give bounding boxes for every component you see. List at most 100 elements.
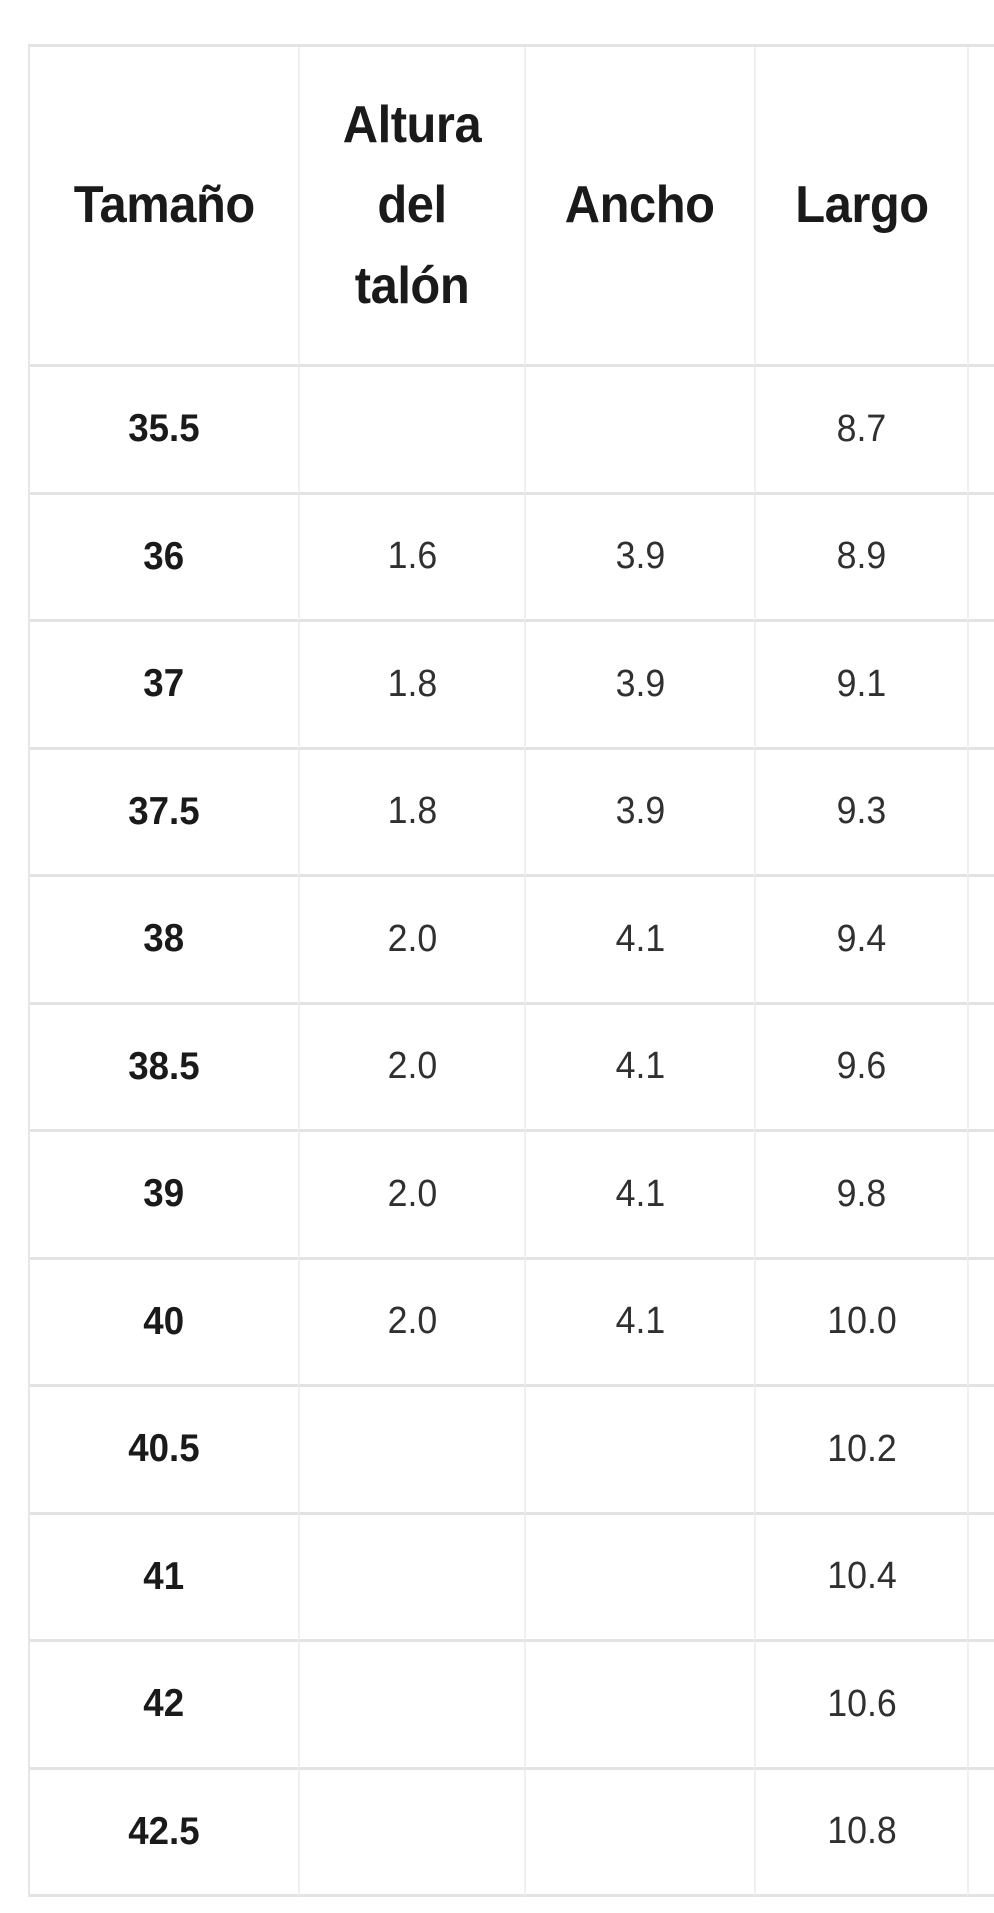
cell-overflow (967, 1514, 994, 1642)
cell-length: 8.9 (754, 494, 967, 622)
cell-length: 8.7 (754, 367, 967, 495)
cell-value: 39 (143, 1172, 185, 1216)
table-row: 38.5 2.0 4.1 9.6 (30, 1004, 994, 1132)
cell-heel-height (298, 1769, 524, 1897)
cell-length: 9.3 (754, 749, 967, 877)
cell-heel-height: 1.6 (298, 494, 524, 622)
cell-heel-height: 2.0 (298, 877, 524, 1005)
cell-width: 3.9 (524, 749, 754, 877)
cell-value: 9.3 (836, 790, 887, 833)
size-chart-table: Tamaño Altura del talón Ancho Largo 35.5 8.7… (28, 44, 994, 1897)
cell-size: 36 (30, 494, 298, 622)
cell-heel-height (298, 1387, 524, 1515)
cell-width (524, 1387, 754, 1515)
cell-value: 9.4 (836, 917, 887, 960)
cell-length: 9.1 (754, 622, 967, 750)
table-row: 37 1.8 3.9 9.1 (30, 622, 994, 750)
header-cell-heel-height: Altura del talón (298, 47, 524, 367)
cell-width (524, 1514, 754, 1642)
table-row: 37.5 1.8 3.9 9.3 (30, 749, 994, 877)
cell-value: 4.1 (615, 1300, 665, 1343)
header-cell-width: Ancho (524, 47, 754, 367)
cell-value: 10.0 (826, 1300, 897, 1343)
cell-width (524, 1769, 754, 1897)
cell-size: 39 (30, 1132, 298, 1260)
table-row: 42.5 10.8 (30, 1769, 994, 1897)
cell-width: 4.1 (524, 1259, 754, 1387)
cell-length: 9.6 (754, 1004, 967, 1132)
cell-size: 41 (30, 1514, 298, 1642)
cell-value: 2.0 (387, 917, 437, 960)
cell-value: 40.5 (128, 1427, 200, 1471)
cell-value: 9.1 (836, 662, 887, 705)
cell-value: 35.5 (128, 407, 200, 451)
cell-heel-height: 2.0 (298, 1132, 524, 1260)
cell-heel-height (298, 1642, 524, 1770)
size-chart-scroll-area[interactable]: Tamaño Altura del talón Ancho Largo 35.5 8.7… (28, 44, 994, 1904)
cell-size: 40 (30, 1259, 298, 1387)
table-row: 40.5 10.2 (30, 1387, 994, 1515)
header-cell-size: Tamaño (30, 47, 298, 367)
cell-value: 38.5 (128, 1044, 200, 1088)
cell-width: 4.1 (524, 1132, 754, 1260)
cell-length: 9.8 (754, 1132, 967, 1260)
header-label-length: Largo (794, 176, 929, 235)
header-label-heel-height: Altura del talón (342, 96, 482, 315)
cell-value: 4.1 (615, 1045, 665, 1088)
header-label-width: Ancho (565, 176, 715, 235)
table-row: 42 10.6 (30, 1642, 994, 1770)
cell-size: 37.5 (30, 749, 298, 877)
cell-heel-height: 2.0 (298, 1004, 524, 1132)
cell-value: 10.6 (826, 1682, 897, 1725)
cell-value: 38 (143, 917, 185, 961)
cell-width: 4.1 (524, 877, 754, 1005)
cell-overflow (967, 494, 994, 622)
cell-heel-height (298, 367, 524, 495)
cell-value: 42.5 (128, 1809, 200, 1853)
table-row: 35.5 8.7 (30, 367, 994, 495)
table-row: 41 10.4 (30, 1514, 994, 1642)
cell-value: 3.9 (615, 535, 665, 578)
cell-value: 42 (143, 1682, 185, 1726)
cell-width (524, 367, 754, 495)
cell-length: 10.6 (754, 1642, 967, 1770)
cell-value: 1.6 (387, 535, 437, 578)
cell-size: 40.5 (30, 1387, 298, 1515)
cell-length: 10.8 (754, 1769, 967, 1897)
cell-overflow (967, 367, 994, 495)
cell-size: 38 (30, 877, 298, 1005)
cell-value: 2.0 (387, 1045, 437, 1088)
cell-overflow (967, 1259, 994, 1387)
header-cell-length: Largo (754, 47, 967, 367)
cell-value: 37 (143, 662, 185, 706)
cell-value: 8.9 (836, 535, 887, 578)
cell-value: 40 (143, 1299, 185, 1343)
cell-size: 37 (30, 622, 298, 750)
header-row: Tamaño Altura del talón Ancho Largo (30, 47, 994, 367)
cell-width: 4.1 (524, 1004, 754, 1132)
cell-overflow (967, 622, 994, 750)
cell-value: 1.8 (387, 662, 437, 705)
cell-overflow (967, 749, 994, 877)
cell-value: 3.9 (615, 662, 665, 705)
cell-value: 4.1 (615, 917, 665, 960)
cell-overflow (967, 1769, 994, 1897)
cell-overflow (967, 1004, 994, 1132)
cell-value: 3.9 (615, 790, 665, 833)
cell-overflow (967, 1132, 994, 1260)
cell-length: 10.4 (754, 1514, 967, 1642)
cell-heel-height: 1.8 (298, 622, 524, 750)
cell-length: 10.0 (754, 1259, 967, 1387)
cell-value: 4.1 (615, 1172, 665, 1215)
cell-width (524, 1642, 754, 1770)
cell-value: 37.5 (128, 789, 200, 833)
cell-width: 3.9 (524, 622, 754, 750)
cell-overflow (967, 1642, 994, 1770)
cell-value: 1.8 (387, 790, 437, 833)
cell-length: 9.4 (754, 877, 967, 1005)
cell-value: 10.4 (826, 1555, 897, 1598)
cell-size: 42.5 (30, 1769, 298, 1897)
cell-value: 36 (143, 534, 185, 578)
cell-size: 35.5 (30, 367, 298, 495)
cell-value: 8.7 (836, 407, 887, 450)
